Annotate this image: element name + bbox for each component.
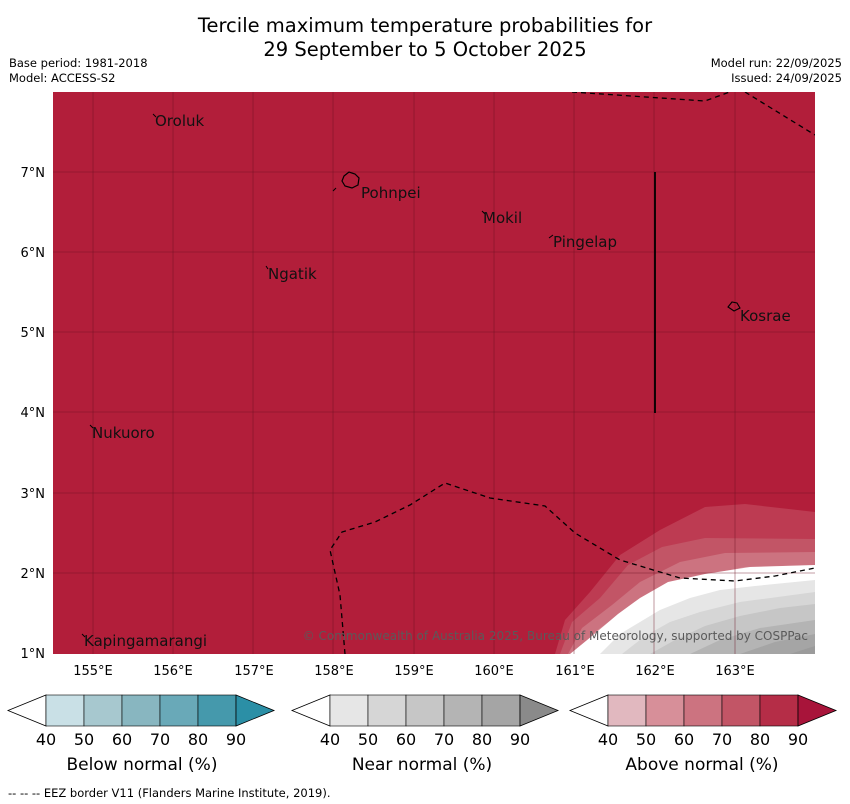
place-label-mokil: Mokil [483, 209, 522, 227]
eez-borders [329, 92, 815, 654]
lon-tick-163e: 163°E [715, 664, 755, 679]
lat-tick-5n: 5°N [21, 326, 46, 341]
lat-tick-3n: 3°N [21, 487, 46, 502]
pohnpei-islet-icon [332, 187, 337, 192]
place-label-oroluk: Oroluk [155, 112, 204, 130]
lat-tick-4n: 4°N [21, 406, 46, 421]
place-label-pingelap: Pingelap [553, 233, 617, 251]
legend-caption-below: Below normal (%) [66, 755, 218, 775]
near-legend-tick-50: 50 [358, 730, 378, 749]
eez-border-note: -- -- -- EEZ border V11 (Flanders Marine… [8, 786, 331, 800]
eez-border-north [571, 92, 732, 102]
above-legend-tick-90: 90 [788, 730, 808, 749]
near-legend-swatch-1 [367, 694, 407, 727]
below-legend-high-arrow [235, 694, 276, 727]
lon-tick-162e: 162°E [635, 664, 675, 679]
above-legend-tick-70: 70 [712, 730, 732, 749]
below-legend-tick-70: 70 [150, 730, 170, 749]
near-legend-tick-80: 80 [472, 730, 492, 749]
lat-tick-1n: 1°N [21, 647, 46, 662]
atoll-marks [81, 113, 554, 638]
kosrae-island-icon [727, 301, 741, 312]
below-legend-swatch-2 [121, 694, 161, 727]
near-legend-swatch-2 [405, 694, 445, 727]
legend-caption-near: Near normal (%) [351, 755, 493, 775]
lat-tick-7n: 7°N [21, 166, 46, 181]
near-80-band [740, 634, 815, 654]
near-legend-tick-40: 40 [320, 730, 340, 749]
above-legend-tick-80: 80 [750, 730, 770, 749]
map-title-line1: Tercile maximum temperature probabilitie… [197, 14, 653, 37]
eez-border-south [329, 482, 815, 654]
below-legend-tick-80: 80 [188, 730, 208, 749]
lon-tick-160e: 160°E [474, 664, 514, 679]
above-legend-tick-60: 60 [674, 730, 694, 749]
model-name: Model: ACCESS-S2 [9, 71, 116, 85]
below-legend-tick-90: 90 [226, 730, 246, 749]
copyright-notice: © Commonwealth of Australia 2025, Bureau… [303, 629, 808, 643]
place-label-ngatik: Ngatik [268, 265, 317, 283]
near-legend-swatch-4 [481, 694, 521, 727]
above-legend-swatch-0 [607, 694, 647, 727]
model-run-date: Model run: 22/09/2025 [710, 56, 842, 70]
legend-above-normal: 40 50 60 70 80 90 [568, 694, 838, 749]
below-legend-tick-50: 50 [74, 730, 94, 749]
map-panel: Oroluk Pohnpei Mokil Pingelap Ngatik Kos… [21, 92, 815, 679]
issued-date: Issued: 24/09/2025 [731, 71, 842, 85]
below-legend-tick-40: 40 [36, 730, 56, 749]
place-label-pohnpei: Pohnpei [361, 184, 421, 202]
above-legend-swatch-1 [645, 694, 685, 727]
base-period: Base period: 1981-2018 [9, 56, 148, 70]
near-legend-low-arrow [290, 694, 331, 727]
lon-tick-158e: 158°E [314, 664, 354, 679]
above-legend-tick-40: 40 [598, 730, 618, 749]
lon-tick-156e: 156°E [153, 664, 193, 679]
near-legend-tick-70: 70 [434, 730, 454, 749]
lon-tick-155e: 155°E [73, 664, 113, 679]
near-legend-swatch-3 [443, 694, 483, 727]
near-legend-swatch-0 [329, 694, 369, 727]
above-legend-high-arrow [797, 694, 838, 727]
lon-tick-161e: 161°E [555, 664, 595, 679]
lat-tick-2n: 2°N [21, 567, 46, 582]
above-legend-swatch-3 [721, 694, 761, 727]
near-legend-tick-90: 90 [510, 730, 530, 749]
legend-below-normal: 40 50 60 70 80 90 [6, 694, 276, 749]
map-title-line2: 29 September to 5 October 2025 [263, 38, 587, 61]
near-90-band [790, 646, 815, 654]
place-label-kosrae: Kosrae [740, 307, 791, 325]
legend-near-normal: 40 50 60 70 80 90 [290, 694, 560, 749]
eez-border-northeast [744, 92, 815, 136]
below-legend-low-arrow [6, 694, 47, 727]
below-legend-swatch-4 [197, 694, 237, 727]
place-label-kapingamarangi: Kapingamarangi [84, 632, 207, 650]
above-legend-swatch-4 [759, 694, 799, 727]
above-legend-tick-50: 50 [636, 730, 656, 749]
gridlines [53, 92, 815, 654]
pohnpei-island-icon [341, 171, 360, 189]
near-legend-tick-60: 60 [396, 730, 416, 749]
legend-panel: 40 50 60 70 80 90 40 50 60 70 80 90 40 50 60 70 80 90 [6, 694, 838, 749]
legend-caption-above: Above normal (%) [625, 755, 779, 775]
below-legend-swatch-3 [159, 694, 199, 727]
above-legend-swatch-2 [683, 694, 723, 727]
below-legend-swatch-0 [45, 694, 85, 727]
lon-tick-159e: 159°E [394, 664, 434, 679]
below-legend-swatch-1 [83, 694, 123, 727]
above-legend-low-arrow [568, 694, 609, 727]
place-label-nukuoro: Nukuoro [92, 424, 155, 442]
near-legend-high-arrow [519, 694, 560, 727]
lat-tick-6n: 6°N [21, 246, 46, 261]
lon-tick-157e: 157°E [234, 664, 274, 679]
below-legend-tick-60: 60 [112, 730, 132, 749]
